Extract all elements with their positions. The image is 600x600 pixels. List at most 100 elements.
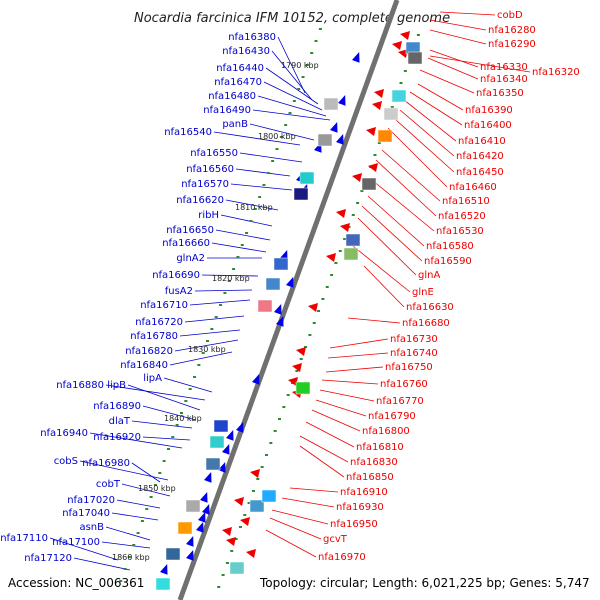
gene-arrow-reverse (250, 469, 260, 478)
leader-line-left (265, 67, 319, 105)
gene-label-right: gcvT (323, 534, 348, 545)
tick-mark (284, 124, 288, 126)
gene-block (165, 547, 181, 561)
gene-arrow-forward (186, 549, 194, 561)
tick-mark (197, 364, 201, 366)
gene-arrow-forward (286, 276, 294, 288)
gene-label-left: nfa16920 (93, 432, 141, 443)
tick-mark (245, 232, 249, 234)
chromosome-backbone (177, 0, 400, 600)
gene-arrow-forward (222, 443, 230, 455)
tick-mark (318, 28, 322, 30)
tick-mark (416, 34, 420, 36)
gene-arrow-reverse (240, 517, 250, 526)
leader-line-right (419, 69, 475, 94)
leader-line-right (347, 241, 411, 293)
gene-label-right: nfa16810 (356, 442, 404, 453)
gene-block (317, 133, 333, 147)
tick-mark (136, 532, 140, 534)
gene-label-right: nfa16750 (385, 362, 433, 373)
gene-label-left: nfa16780 (130, 331, 178, 342)
tick-mark (403, 70, 407, 72)
gene-label-left: dlaT (109, 416, 131, 427)
gene-block (213, 419, 229, 433)
gene-block (257, 299, 273, 313)
leader-line-right (361, 205, 423, 262)
tick-mark (234, 538, 238, 540)
gene-arrow-reverse (308, 303, 318, 312)
leader-line-right (269, 517, 322, 540)
gene-block (343, 247, 359, 261)
gene-block (177, 521, 193, 535)
gene-label-right: nfa16510 (442, 196, 490, 207)
tick-mark (308, 334, 312, 336)
leader-line-left (235, 168, 291, 177)
gene-label-right: nfa16770 (376, 396, 424, 407)
gene-label-left: nfa16470 (214, 77, 262, 88)
tick-mark (140, 520, 144, 522)
tick-mark (269, 442, 273, 444)
leader-line-left (105, 384, 206, 401)
leader-line-right (347, 317, 401, 324)
gene-arrow-forward (336, 133, 344, 145)
tick-mark (247, 502, 251, 504)
backbone-line (177, 0, 400, 600)
gene-label-right: nfa16340 (480, 74, 528, 85)
gene-block (293, 187, 309, 201)
gene-block (361, 177, 377, 191)
tick-mark (149, 496, 153, 498)
leader-line-right (325, 366, 384, 373)
tick-mark (240, 244, 244, 246)
leader-line-left (142, 436, 191, 441)
tick-mark (249, 220, 253, 222)
tick-mark (210, 328, 214, 330)
gene-label-right: nfa16850 (346, 472, 394, 483)
gene-block (265, 277, 281, 291)
tick-mark (351, 214, 355, 216)
tick-mark (184, 400, 188, 402)
leader-line-left (249, 123, 315, 141)
leader-line-right (403, 99, 457, 142)
leader-line-right (429, 29, 487, 45)
gene-arrow-forward (352, 51, 360, 63)
tick-mark (162, 460, 166, 462)
gene-label-right: nfa16680 (402, 318, 450, 329)
leader-line-right (367, 195, 425, 247)
leader-line-right (387, 127, 448, 188)
kbp-label: 1830 kbp (188, 345, 226, 354)
tick-mark (188, 388, 192, 390)
leader-line-left (131, 462, 161, 483)
tick-mark (399, 82, 403, 84)
gene-arrow-reverse (246, 549, 256, 558)
gene-block (185, 499, 201, 513)
gene-block (205, 457, 221, 471)
gene-block (249, 499, 265, 513)
gene-label-left: asnB (79, 522, 104, 533)
leader-line-left (174, 339, 239, 352)
tick-mark (373, 154, 377, 156)
gene-label-right: nfa16730 (390, 334, 438, 345)
tick-mark (273, 430, 277, 432)
tick-mark (321, 298, 325, 300)
leader-line-left (201, 274, 259, 277)
leader-line-left (239, 152, 303, 163)
gene-label-right: nfa16280 (488, 25, 536, 36)
tick-mark (179, 412, 183, 414)
tick-mark (314, 40, 318, 42)
gene-label-right: nfa16800 (362, 426, 410, 437)
tick-mark (264, 454, 268, 456)
gene-label-left: lipA (143, 373, 162, 384)
leader-line-right (281, 497, 335, 508)
tick-mark (292, 100, 296, 102)
leader-line-left (220, 214, 273, 227)
tick-mark (282, 406, 286, 408)
leader-line-right (429, 55, 531, 73)
tick-mark (304, 346, 308, 348)
kbp-label: 1840 kbp (164, 414, 202, 423)
gene-arrow-reverse (352, 173, 362, 182)
gene-block (229, 561, 245, 575)
gene-label-left: nfa16880 (56, 380, 104, 391)
gene-label-right: glnA (418, 270, 440, 281)
